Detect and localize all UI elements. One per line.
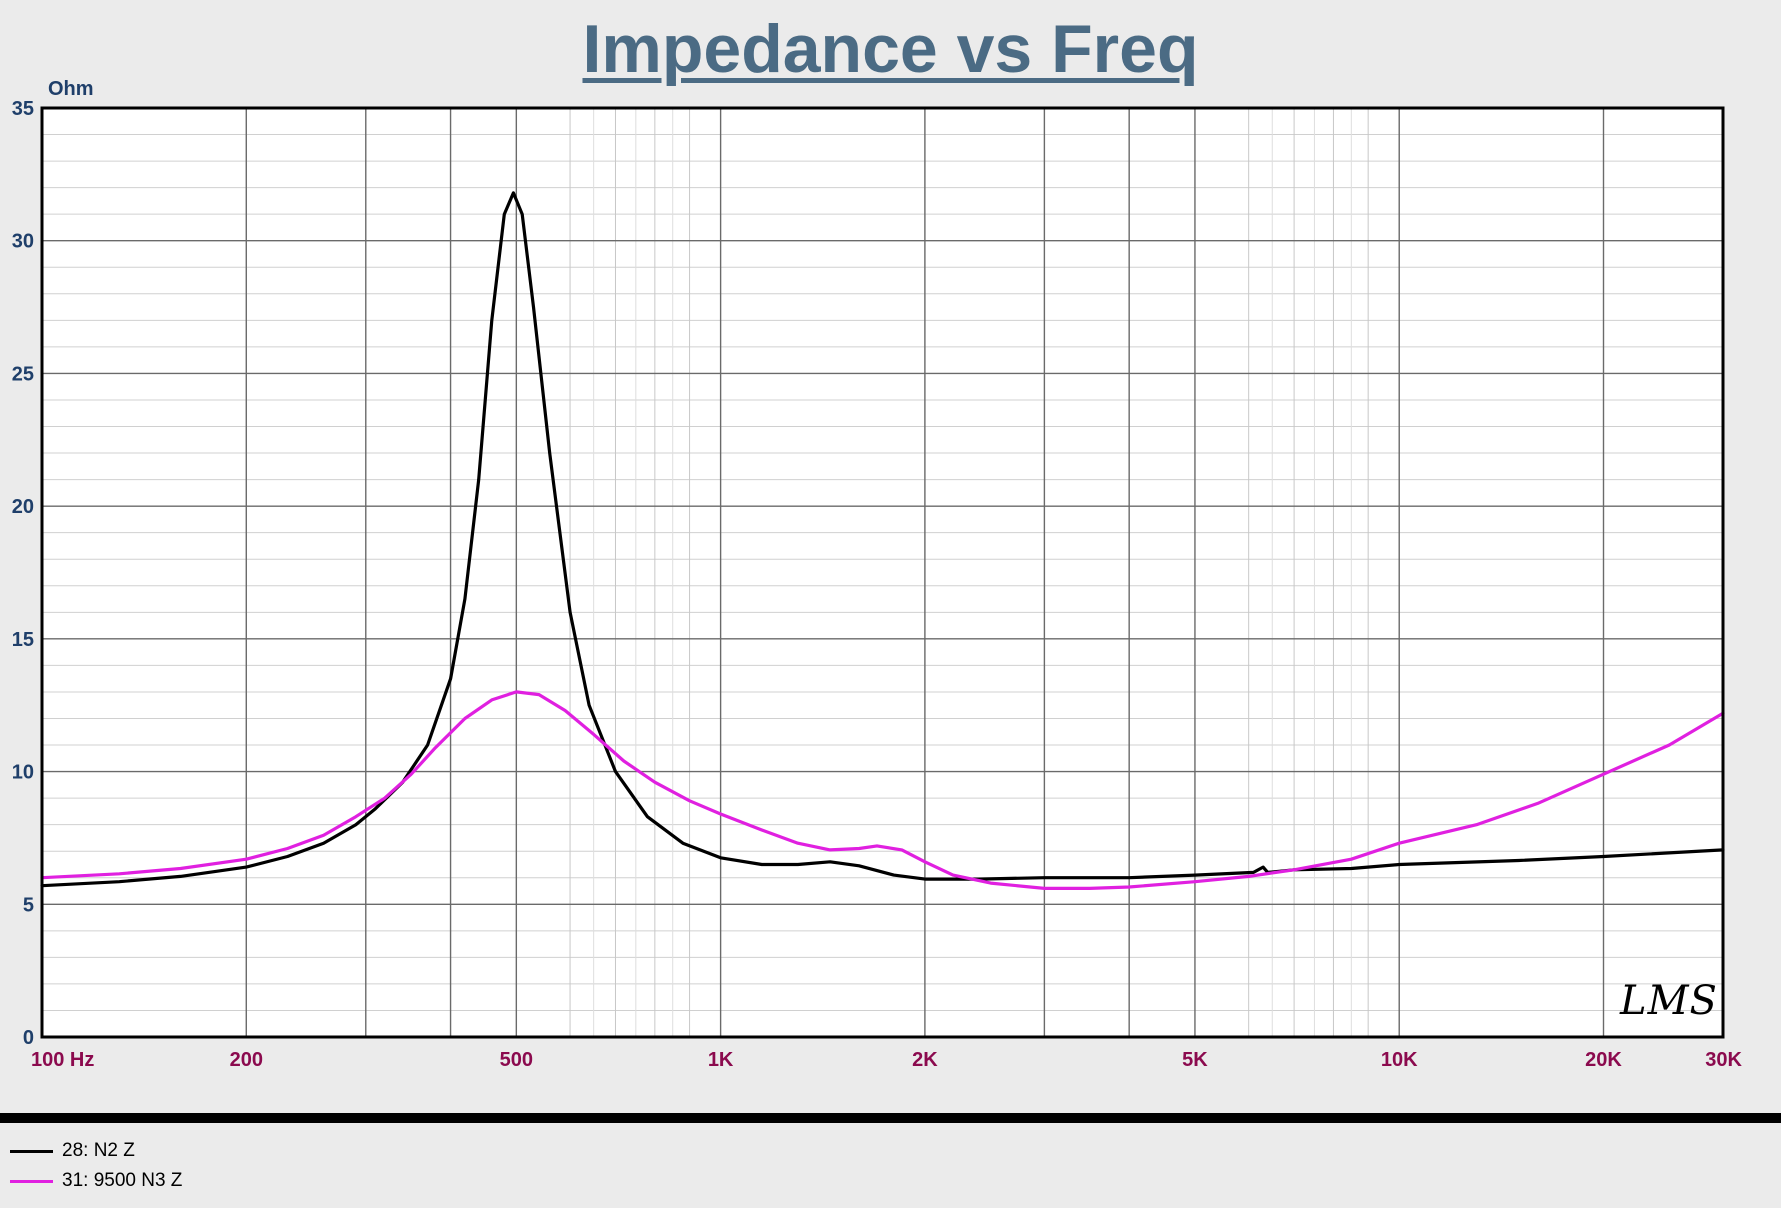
x-tick-label: 10K (1381, 1049, 1418, 1071)
x-tick-label: 2K (912, 1049, 938, 1071)
x-tick-label: 200 (230, 1049, 263, 1071)
legend-swatch (10, 1150, 53, 1153)
y-axis-label: Ohm (48, 78, 94, 100)
y-tick-label: 35 (12, 98, 34, 120)
x-tick-label: 1K (708, 1049, 734, 1071)
y-tick-label: 5 (23, 894, 34, 916)
x-tick-label: 20K (1585, 1049, 1622, 1071)
y-tick-label: 0 (23, 1027, 34, 1049)
y-tick-label: 15 (12, 629, 34, 651)
footer-divider (0, 1113, 1781, 1123)
series-line-1 (40, 191, 1725, 888)
legend-label: 28: N2 Z (62, 1140, 135, 1161)
legend-label: 31: 9500 N3 Z (62, 1170, 183, 1191)
legend-swatch (10, 1180, 53, 1183)
x-tick-label: 100 Hz (31, 1049, 94, 1071)
plot-area (42, 108, 1723, 1037)
series-line-2 (40, 690, 1725, 890)
x-tick-label: 5K (1182, 1049, 1208, 1071)
x-tick-label: 500 (500, 1049, 533, 1071)
x-tick-label: 30K (1705, 1049, 1742, 1071)
lms-logo: LMS (1620, 978, 1718, 1024)
y-tick-label: 10 (12, 762, 34, 784)
y-tick-label: 25 (12, 363, 34, 385)
y-tick-label: 30 (12, 231, 34, 253)
plot-border (40, 106, 1725, 1039)
y-tick-label: 20 (12, 496, 34, 518)
chart-title: Impedance vs Freq (582, 11, 1199, 87)
